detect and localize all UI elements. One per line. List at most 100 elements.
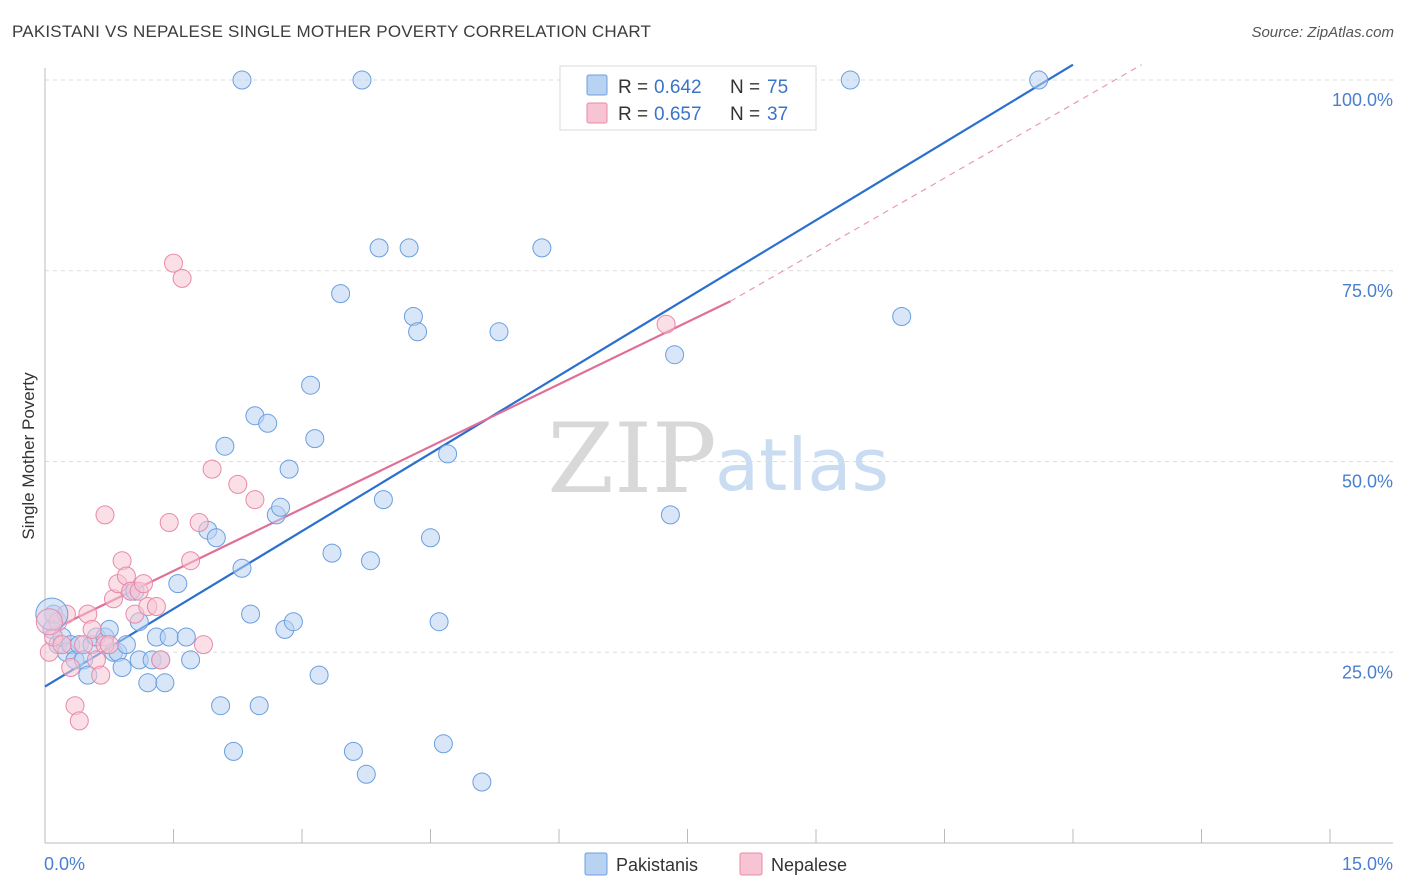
point-nepalese-32 — [202, 459, 222, 479]
point-pakistanis-34 — [224, 741, 243, 761]
chart-title: PAKISTANI VS NEPALESE SINGLE MOTHER POVE… — [12, 22, 652, 41]
y-tick-label-2: 75.0% — [1342, 281, 1393, 301]
y-axis-label: Single Mother Poverty — [19, 372, 38, 540]
point-pakistanis-62 — [472, 772, 492, 792]
point-pakistanis-16 — [112, 658, 132, 677]
point-pakistanis-55 — [399, 238, 419, 258]
watermark-zip: ZIP — [547, 403, 716, 515]
point-nepalese-26 — [159, 513, 179, 532]
point-pakistanis-68 — [232, 70, 252, 90]
point-nepalese-7 — [69, 711, 89, 731]
point-nepalese-34 — [245, 490, 265, 510]
data-points — [35, 70, 1049, 792]
axes — [44, 68, 1393, 844]
point-pakistanis-33 — [215, 436, 235, 456]
trend-line-pakistanis — [44, 63, 1074, 688]
point-pakistanis-69 — [352, 70, 372, 90]
y-tick-labels: 25.0% 50.0% 75.0% 100.0% — [1332, 90, 1393, 682]
point-nepalese-25 — [151, 650, 171, 670]
point-pakistanis-59 — [429, 612, 449, 632]
x-tick-max: 15.0% — [1342, 854, 1393, 874]
legend-n-label-nepalese: N = — [730, 104, 760, 125]
point-nepalese-cluster — [35, 608, 63, 636]
bottom-legend-label-nepalese: Nepalese — [771, 855, 847, 875]
point-pakistanis-44 — [283, 612, 303, 632]
point-nepalese-10 — [82, 619, 102, 639]
watermark: ZIP atlas — [547, 403, 889, 515]
point-pakistanis-47 — [309, 665, 329, 685]
y-tick-label-1: 50.0% — [1342, 472, 1393, 492]
point-pakistanis-52 — [361, 551, 380, 571]
trend-line-nepalese — [44, 300, 731, 635]
point-nepalese-14 — [99, 635, 119, 655]
point-nepalese-5 — [61, 658, 81, 677]
point-nepalese-36 — [656, 314, 676, 334]
source-label: Source: ZipAtlas.com — [1251, 24, 1394, 41]
point-pakistanis-17 — [116, 635, 136, 655]
point-pakistanis-32 — [211, 696, 231, 716]
point-pakistanis-60 — [433, 734, 453, 754]
trend-lines — [44, 63, 1142, 688]
point-pakistanis-26 — [159, 627, 179, 647]
trend-extension-nepalese — [730, 64, 1142, 302]
y-tick-label-3: 100.0% — [1332, 90, 1393, 110]
point-pakistanis-21 — [138, 673, 158, 693]
point-pakistanis-41 — [271, 497, 291, 517]
point-nepalese-29 — [181, 551, 201, 571]
point-pakistanis-63 — [489, 322, 509, 342]
point-pakistanis-53 — [369, 238, 389, 258]
point-pakistanis-31 — [206, 528, 226, 548]
point-pakistanis-72 — [840, 70, 860, 90]
point-pakistanis-50 — [343, 741, 363, 761]
point-pakistanis-27 — [168, 574, 188, 594]
x-tick-labels: 0.0% 15.0% — [44, 854, 1393, 874]
point-pakistanis-73 — [1029, 70, 1049, 90]
legend-n-value-nepalese: 37 — [767, 104, 788, 125]
legend-swatch-pakistanis — [586, 74, 608, 96]
point-nepalese-35 — [95, 505, 115, 525]
bottom-legend-swatch-pakistanis — [584, 852, 608, 876]
watermark-atlas: atlas — [715, 423, 889, 507]
point-nepalese-3 — [52, 635, 72, 655]
legend-r-value-nepalese: 0.657 — [654, 104, 702, 125]
point-pakistanis-46 — [305, 429, 325, 449]
point-pakistanis-38 — [249, 696, 269, 716]
point-nepalese-8 — [74, 635, 94, 655]
point-nepalese-33 — [228, 474, 248, 494]
point-pakistanis-54 — [373, 490, 393, 510]
bottom-legend: Pakistanis Nepalese — [584, 852, 847, 876]
y-tick-label-0: 25.0% — [1342, 662, 1393, 682]
point-pakistanis-49 — [331, 284, 351, 304]
point-pakistanis-25 — [155, 673, 175, 693]
legend-r-value-pakistanis: 0.642 — [654, 77, 702, 98]
bottom-legend-swatch-nepalese — [739, 852, 763, 876]
top-legend: R = 0.642 N = 75 R = 0.657 N = 37 — [559, 65, 817, 131]
point-nepalese-30 — [189, 513, 209, 532]
point-nepalese-28 — [172, 268, 192, 288]
point-pakistanis-35 — [232, 558, 252, 578]
point-nepalese-27 — [164, 253, 183, 273]
point-pakistanis-51 — [356, 764, 376, 784]
point-pakistanis-39 — [258, 413, 278, 433]
point-nepalese-24 — [146, 597, 166, 616]
point-pakistanis-64 — [532, 238, 552, 258]
x-tick-min: 0.0% — [44, 854, 85, 874]
legend-r-label-pakistanis: R = — [618, 77, 648, 98]
point-pakistanis-29 — [181, 650, 201, 670]
legend-swatch-nepalese — [586, 102, 608, 124]
point-nepalese-12 — [91, 665, 111, 685]
point-nepalese-22 — [134, 574, 153, 594]
point-pakistanis-57 — [408, 322, 428, 342]
point-pakistanis-65 — [660, 505, 680, 525]
legend-r-label-nepalese: R = — [618, 104, 648, 125]
point-pakistanis-48 — [322, 543, 342, 563]
point-pakistanis-61 — [438, 444, 458, 464]
point-pakistanis-58 — [421, 528, 440, 548]
point-pakistanis-66 — [665, 345, 685, 365]
point-pakistanis-28 — [176, 627, 196, 647]
point-nepalese-31 — [194, 635, 213, 655]
bottom-legend-label-pakistanis: Pakistanis — [616, 855, 698, 875]
grid — [45, 79, 1393, 653]
point-pakistanis-45 — [301, 375, 321, 395]
